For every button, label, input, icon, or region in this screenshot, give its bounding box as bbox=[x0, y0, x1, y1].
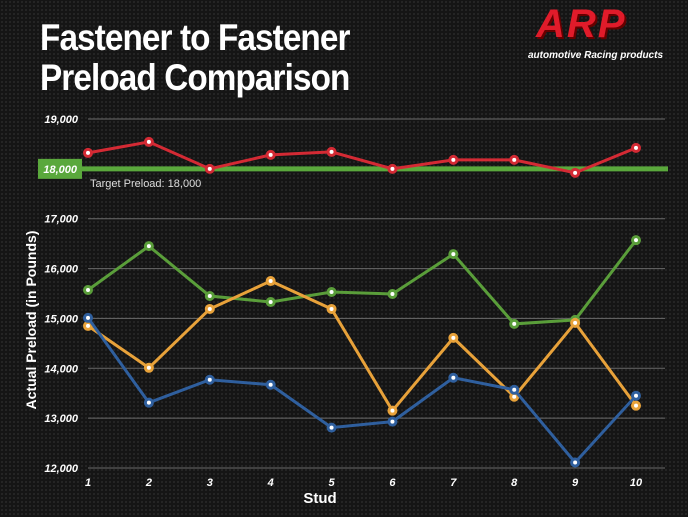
x-tick-label: 10 bbox=[630, 477, 643, 489]
data-point-center bbox=[390, 291, 395, 296]
data-point-center bbox=[573, 460, 578, 465]
data-point-center bbox=[268, 152, 273, 157]
data-point-center bbox=[146, 244, 151, 249]
data-point-center bbox=[86, 315, 90, 320]
x-tick-label: 7 bbox=[450, 477, 457, 489]
arp-logo: ARP automotive Racing products bbox=[528, 2, 678, 61]
data-point-center bbox=[268, 382, 273, 387]
x-tick-label: 4 bbox=[267, 477, 274, 489]
series-line-red bbox=[87, 140, 637, 175]
y-tick-label: 16,000 bbox=[44, 264, 79, 276]
data-point-center bbox=[512, 157, 517, 162]
y-axis-label: Actual Preload (in Pounds) bbox=[23, 231, 39, 410]
x-tick-label: 2 bbox=[145, 477, 152, 489]
data-point-center bbox=[634, 393, 638, 398]
y-tick-label: 19,000 bbox=[44, 114, 79, 126]
data-point-center bbox=[512, 394, 517, 399]
y-tick-label-target: 18,000 bbox=[43, 164, 78, 176]
data-point-center bbox=[329, 149, 334, 154]
data-point-center bbox=[573, 320, 578, 325]
data-point-center bbox=[207, 166, 212, 171]
data-point-center bbox=[329, 425, 334, 430]
x-tick-label: 1 bbox=[85, 477, 91, 489]
data-point-center bbox=[512, 321, 517, 326]
y-tick-label: 17,000 bbox=[44, 214, 79, 226]
logo-tagline: automotive Racing products bbox=[528, 50, 664, 61]
chart-title: Fastener to Fastener Preload Comparison bbox=[40, 18, 350, 98]
title-line-1: Fastener to Fastener bbox=[40, 17, 350, 58]
data-point-center bbox=[207, 306, 212, 311]
data-point-center bbox=[451, 335, 456, 340]
data-point-center bbox=[329, 306, 334, 311]
data-point-center bbox=[451, 157, 456, 162]
data-point-center bbox=[329, 290, 334, 295]
data-point-center bbox=[86, 288, 90, 293]
x-tick-label: 9 bbox=[572, 477, 579, 489]
data-point-center bbox=[573, 170, 578, 175]
data-point-center bbox=[207, 377, 212, 382]
data-point-center bbox=[390, 408, 395, 413]
target-label: Target Preload: 18,000 bbox=[90, 178, 201, 190]
x-tick-label: 3 bbox=[207, 477, 213, 489]
data-point-center bbox=[146, 139, 151, 144]
x-tick-label: 6 bbox=[389, 477, 396, 489]
series-line-blue bbox=[86, 317, 638, 465]
y-tick-label: 12,000 bbox=[44, 463, 79, 475]
target-value-box bbox=[38, 158, 82, 179]
data-point-center bbox=[451, 252, 456, 257]
data-point-center bbox=[146, 400, 151, 405]
y-tick-label: 13,000 bbox=[44, 413, 79, 425]
x-axis-label: Stud bbox=[303, 490, 336, 507]
data-point-center bbox=[207, 293, 212, 298]
data-point-center bbox=[634, 238, 638, 243]
data-point-center bbox=[634, 403, 638, 408]
logo-brand: ARP bbox=[536, 2, 627, 46]
title-line-2: Preload Comparison bbox=[40, 57, 350, 98]
data-point-center bbox=[268, 279, 273, 284]
data-point-center bbox=[268, 299, 273, 304]
x-tick-label: 5 bbox=[328, 477, 335, 489]
data-point-center bbox=[634, 145, 638, 150]
data-point-center bbox=[86, 323, 90, 328]
data-point-center bbox=[86, 150, 90, 155]
y-tick-label: 14,000 bbox=[44, 363, 79, 375]
y-tick-label: 15,000 bbox=[44, 313, 79, 325]
series-line-orange bbox=[87, 279, 638, 414]
data-point-center bbox=[146, 365, 151, 370]
series-line-green bbox=[87, 239, 638, 326]
x-tick-label: 8 bbox=[511, 477, 518, 489]
data-point-center bbox=[451, 375, 456, 380]
data-point-center bbox=[390, 419, 395, 424]
data-point-center bbox=[390, 166, 395, 171]
data-point-center bbox=[512, 387, 517, 392]
